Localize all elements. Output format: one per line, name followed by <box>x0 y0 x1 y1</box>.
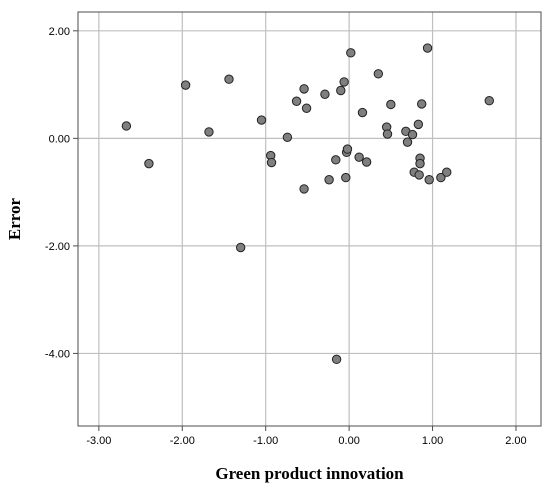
data-point <box>407 129 418 140</box>
data-point <box>424 175 434 185</box>
data-point <box>341 172 351 183</box>
data-point <box>484 96 494 106</box>
data-point <box>442 167 452 177</box>
data-point <box>224 74 234 84</box>
data-point <box>417 99 427 109</box>
data-point <box>299 84 309 94</box>
data-point <box>180 80 191 90</box>
data-point <box>382 129 393 139</box>
data-point <box>357 107 368 118</box>
y-tick-label: 0.00 <box>49 133 70 145</box>
x-tick-label: -1.00 <box>253 435 278 447</box>
data-point <box>320 89 330 99</box>
x-tick-label: 1.00 <box>422 435 443 447</box>
data-point <box>436 172 446 183</box>
data-point <box>121 121 132 131</box>
data-point <box>299 184 309 194</box>
data-point <box>266 157 277 168</box>
data-point <box>336 85 346 96</box>
data-point <box>331 354 342 365</box>
data-point <box>204 127 214 137</box>
y-tick-label: 2.00 <box>49 26 70 38</box>
data-point <box>422 43 433 53</box>
data-point <box>331 155 341 165</box>
data-point <box>373 69 384 79</box>
data-point <box>342 144 353 154</box>
data-points <box>121 43 494 365</box>
data-point <box>144 158 154 169</box>
data-point <box>291 96 302 106</box>
x-axis-title: Green product innovation <box>215 464 404 483</box>
data-point <box>415 158 425 169</box>
y-tick-label: -4.00 <box>45 348 70 360</box>
x-tick-label: 0.00 <box>338 435 359 447</box>
y-tick-label: -2.00 <box>45 241 70 253</box>
data-point <box>324 175 334 185</box>
y-axis-title: Error <box>5 197 24 240</box>
data-point <box>346 48 356 58</box>
data-point <box>414 170 424 180</box>
data-point <box>354 152 364 162</box>
data-point <box>361 157 372 167</box>
data-point <box>235 242 246 253</box>
x-tick-label: 2.00 <box>505 435 526 447</box>
data-point <box>386 99 396 110</box>
data-point <box>301 103 312 113</box>
data-point <box>402 137 413 147</box>
plot-frame <box>77 11 542 427</box>
data-point <box>413 119 424 130</box>
axis-ticks: -3.00 -2.00 -1.00 0.00 1.00 2.00 2.00 0.00 -2.00… <box>45 26 527 447</box>
data-point <box>339 77 349 87</box>
x-tick-label: -2.00 <box>170 435 195 447</box>
data-point <box>282 132 293 142</box>
x-tick-label: -3.00 <box>86 435 111 447</box>
grid-lines <box>78 12 541 426</box>
data-point <box>256 115 267 125</box>
